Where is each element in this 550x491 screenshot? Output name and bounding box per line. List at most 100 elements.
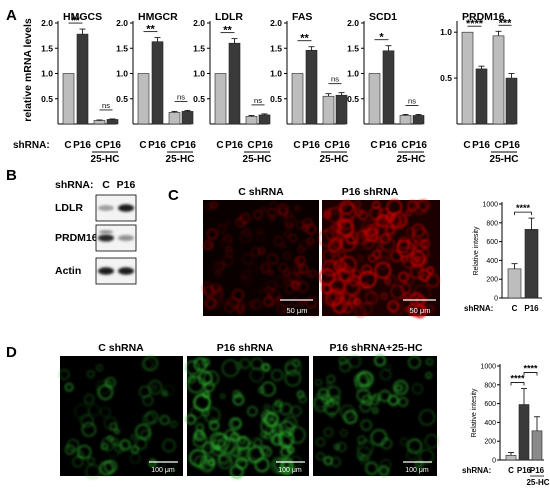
treatment-label: 25-HC: [91, 154, 120, 165]
cell: [291, 274, 302, 286]
cell: [370, 395, 380, 406]
cell: [213, 301, 221, 309]
cell: [274, 275, 287, 288]
cell: [283, 466, 292, 474]
cell: [272, 402, 283, 413]
cell: [396, 239, 415, 258]
cell: [247, 406, 258, 417]
sig-label: ns: [254, 96, 262, 105]
shrna-label: shRNA:: [464, 304, 493, 313]
cell: [406, 237, 419, 250]
cell: [378, 465, 390, 477]
cell: [193, 357, 208, 371]
cell: [326, 207, 343, 223]
cell: [412, 383, 423, 395]
x-label: P16: [517, 466, 532, 475]
cell: [340, 200, 354, 215]
bar: [106, 119, 119, 125]
cell: [324, 226, 339, 241]
y-tick-label: 1000: [482, 202, 498, 209]
cell: [266, 253, 278, 265]
cell: [339, 360, 351, 373]
cell: [193, 429, 206, 441]
sig-label: ****: [466, 18, 484, 30]
cell: [308, 269, 317, 278]
cell: [103, 416, 118, 430]
cell: [400, 437, 409, 446]
band: [118, 235, 134, 241]
cell: [282, 275, 291, 284]
y-tick-label: 1.5: [347, 43, 359, 53]
cell: [298, 264, 309, 274]
cell: [265, 286, 275, 296]
panel-label-b: B: [6, 167, 17, 184]
cell: [213, 260, 225, 272]
cell: [151, 384, 158, 391]
cell: [142, 413, 155, 426]
cell: [247, 442, 256, 450]
cell: [251, 357, 263, 370]
panel-c-title-control: C shRNA: [238, 186, 284, 198]
x-label: C: [293, 140, 300, 151]
cell: [385, 226, 395, 235]
cell: [305, 270, 313, 278]
x-label: C: [494, 140, 501, 151]
x-label: C: [64, 140, 71, 151]
cell: [425, 273, 440, 288]
band-label-prdm16: PRDM16: [55, 232, 98, 244]
cell: [323, 208, 332, 217]
panel-a-y-axis-label: relative mRNA levels: [22, 18, 34, 122]
cell: [242, 253, 254, 265]
y-tick-label: 0: [492, 458, 496, 465]
cell: [362, 237, 375, 250]
cell: [130, 445, 140, 455]
chart-title: HMGCS: [63, 11, 102, 23]
cell: [277, 295, 284, 303]
cell: [259, 445, 269, 455]
cell: [284, 370, 301, 387]
cell: [406, 227, 416, 238]
y-tick-label: 1000: [480, 364, 496, 371]
cell: [322, 259, 339, 277]
cell: [284, 214, 296, 227]
panel-label-a: A: [6, 7, 17, 24]
cell: [356, 388, 371, 403]
cell: [383, 225, 397, 238]
cell: [408, 302, 424, 318]
y-tick-label: 0.5: [440, 73, 452, 83]
y-tick-label: 400: [486, 258, 498, 265]
cell: [416, 257, 426, 267]
cell: [284, 359, 302, 376]
cell: [109, 422, 118, 431]
cell: [328, 288, 346, 305]
y-tick-label: 0.5: [193, 94, 205, 104]
cell: [256, 232, 266, 242]
cell: [326, 386, 341, 401]
cell: [417, 199, 430, 211]
cell: [162, 438, 176, 453]
y-tick-label: 0.5: [116, 94, 128, 104]
cell: [64, 382, 74, 392]
bar: [245, 116, 258, 125]
panel-d-cells-p16-25hc: [313, 354, 439, 477]
cell: [415, 460, 423, 468]
cell: [189, 449, 207, 467]
panel-d-title-p16-25hc: P16 shRNA+25-HC: [329, 342, 422, 354]
panel-label-c: C: [168, 187, 179, 204]
panel-d-cells-p16: [185, 357, 307, 479]
cell: [425, 371, 433, 380]
bar: [368, 73, 381, 125]
cell: [142, 394, 154, 406]
cell: [387, 394, 399, 406]
cell: [292, 359, 301, 368]
x-label: P16: [524, 304, 539, 313]
cell: [406, 448, 418, 461]
cell: [276, 304, 286, 313]
cell: [263, 296, 274, 307]
cell: [110, 437, 119, 446]
x-label: P16: [530, 466, 545, 475]
cell: [270, 459, 285, 474]
cell: [408, 355, 421, 369]
